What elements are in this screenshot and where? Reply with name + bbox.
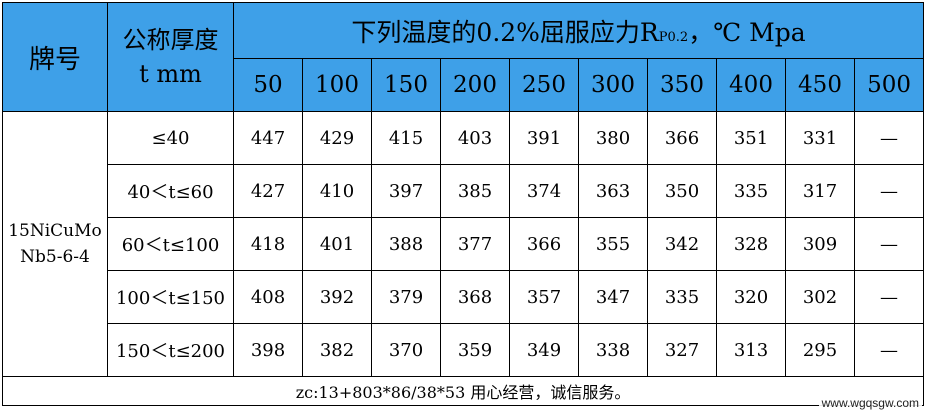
value-cell: 355	[578, 217, 648, 271]
value-cell: 309	[785, 217, 855, 271]
table-row: 100＜t≤150 408 392 379 368 357 347 335 32…	[3, 270, 925, 324]
value-cell: 350	[647, 164, 717, 218]
temperature-title: 下列温度的0.2%屈服应力RP0.2，℃ Mpa	[232, 2, 925, 59]
value-cell: 351	[716, 111, 786, 165]
table-row: 150＜t≤200 398 382 370 359 349 338 327 31…	[3, 323, 925, 377]
value-cell: —	[853, 111, 925, 165]
value-cell: 385	[440, 164, 510, 218]
value-cell: 408	[233, 270, 303, 324]
value-cell: 335	[647, 270, 717, 324]
temp-header: 400	[716, 58, 786, 112]
value-cell: 374	[509, 164, 579, 218]
grade-cell: 15NiCuMo Nb5-6-4	[2, 111, 108, 377]
temp-header: 350	[647, 58, 717, 112]
table-row: 15NiCuMo Nb5-6-4 ≤40 447 429 415 403 391…	[2, 111, 925, 377]
value-cell: 379	[371, 270, 441, 324]
grade-line2: Nb5-6-4	[20, 247, 90, 267]
table-row: 40＜t≤60 427 410 397 385 374 363 350 335 …	[3, 164, 925, 218]
value-cell: 320	[716, 270, 786, 324]
value-cell: 313	[716, 323, 786, 377]
value-cell: —	[853, 270, 925, 324]
value-cell: 366	[647, 111, 717, 165]
title-tail: ，℃ Mpa	[688, 17, 806, 47]
value-cell: —	[853, 323, 925, 377]
value-cell: 429	[302, 111, 372, 165]
grade-line1: 15NiCuMo	[8, 221, 102, 241]
value-cell: 398	[233, 323, 303, 377]
value-cell: 382	[302, 323, 372, 377]
yield-strength-table: 牌号 公称厚度 t mm 下列温度的0.2%屈服应力RP0.2，℃ Mpa 50…	[1, 2, 925, 406]
temp-header: 300	[578, 58, 648, 112]
value-cell: 427	[233, 164, 303, 218]
temp-header: 500	[853, 58, 925, 112]
title-subscript: P0.2	[658, 29, 689, 45]
value-cell: 366	[509, 217, 579, 271]
value-cell: 328	[716, 217, 786, 271]
value-cell: 401	[302, 217, 372, 271]
footer-note: zc:13+803*86/38*53 用心经营，诚信服务。	[1, 376, 925, 406]
thickness-range-cell: 100＜t≤150	[107, 270, 234, 324]
thickness-header: 公称厚度 t mm	[107, 2, 234, 112]
value-cell: 342	[647, 217, 717, 271]
value-cell: 327	[647, 323, 717, 377]
value-cell: 410	[302, 164, 372, 218]
value-cell: 338	[578, 323, 648, 377]
value-cell: 391	[509, 111, 579, 165]
value-cell: 392	[302, 270, 372, 324]
table-row: 60＜t≤100 418 401 388 377 366 355 342 328…	[3, 217, 925, 271]
temp-header: 250	[509, 58, 579, 112]
value-cell: 347	[578, 270, 648, 324]
value-cell: —	[853, 164, 925, 218]
value-cell: 363	[578, 164, 648, 218]
value-cell: 403	[440, 111, 510, 165]
thickness-header-line2: t mm	[139, 60, 202, 88]
title-main: 下列温度的0.2%屈服应力R	[351, 17, 659, 47]
value-cell: 377	[440, 217, 510, 271]
value-cell: 349	[509, 323, 579, 377]
thickness-range-cell: ≤40	[107, 111, 234, 165]
value-cell: 380	[578, 111, 648, 165]
value-cell: 368	[440, 270, 510, 324]
value-cell: 447	[233, 111, 303, 165]
temp-header: 100	[302, 58, 372, 112]
value-cell: 317	[785, 164, 855, 218]
grade-header: 牌号	[2, 2, 108, 112]
thickness-range-cell: 60＜t≤100	[107, 217, 234, 271]
value-cell: 397	[371, 164, 441, 218]
yield-strength-table-container: 牌号 公称厚度 t mm 下列温度的0.2%屈服应力RP0.2，℃ Mpa 50…	[1, 2, 925, 406]
value-cell: 335	[716, 164, 786, 218]
thickness-range-cell: 40＜t≤60	[107, 164, 234, 218]
value-cell: 357	[509, 270, 579, 324]
footer-row: zc:13+803*86/38*53 用心经营，诚信服务。	[1, 376, 925, 406]
value-cell: —	[853, 217, 925, 271]
value-cell: 295	[785, 323, 855, 377]
thickness-range-cell: 150＜t≤200	[107, 323, 234, 377]
value-cell: 302	[785, 270, 855, 324]
value-cell: 418	[233, 217, 303, 271]
thickness-header-line1: 公称厚度	[122, 26, 219, 54]
value-cell: 370	[371, 323, 441, 377]
temp-header: 450	[785, 58, 855, 112]
site-watermark: www.wgqsgw.com	[818, 396, 922, 410]
temp-header: 200	[440, 58, 510, 112]
temp-header: 150	[371, 58, 441, 112]
value-cell: 415	[371, 111, 441, 165]
value-cell: 359	[440, 323, 510, 377]
value-cell: 388	[371, 217, 441, 271]
value-cell: 331	[785, 111, 855, 165]
temp-header: 50	[233, 58, 303, 112]
